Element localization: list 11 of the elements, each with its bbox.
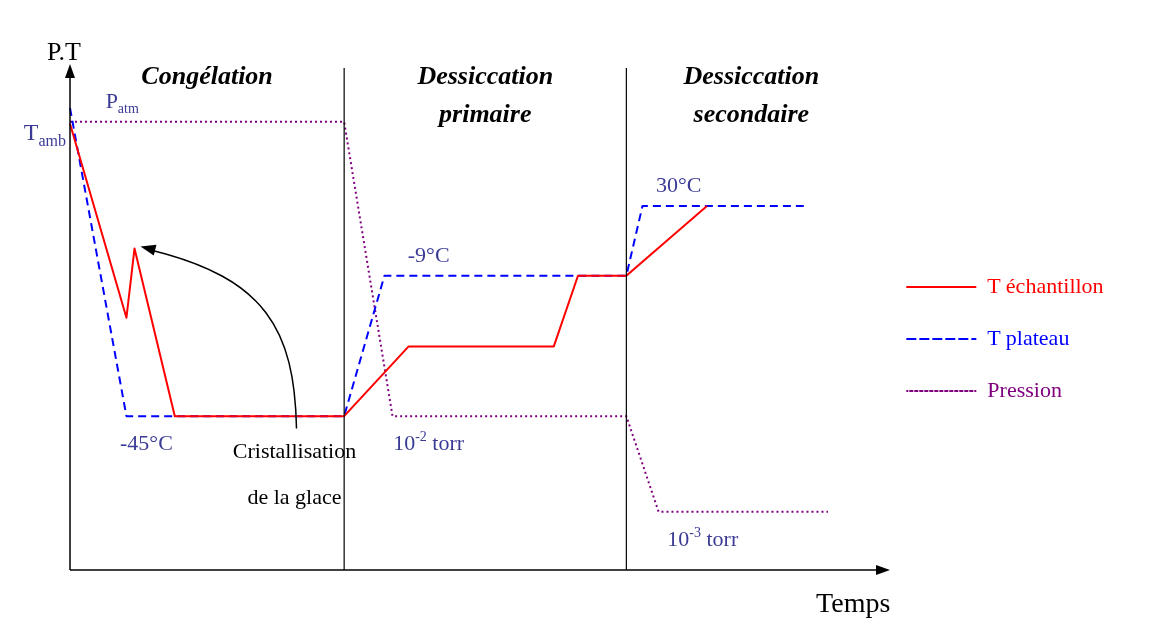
legend-label: T échantillon bbox=[987, 272, 1104, 298]
annotation: -9°C bbox=[407, 241, 450, 267]
legend-label: T plateau bbox=[987, 324, 1070, 350]
y-axis-title: P.T bbox=[47, 37, 82, 66]
annotation: Dessiccation secondaire bbox=[682, 61, 820, 128]
x-axis-title: Temps bbox=[816, 587, 891, 618]
text: Congélation bbox=[141, 61, 273, 90]
annotation: 30°C bbox=[655, 171, 702, 197]
annotation: Dessiccation primaire bbox=[416, 61, 554, 128]
annotation: -45°C bbox=[120, 430, 173, 456]
legend-label: Pression bbox=[987, 376, 1062, 402]
